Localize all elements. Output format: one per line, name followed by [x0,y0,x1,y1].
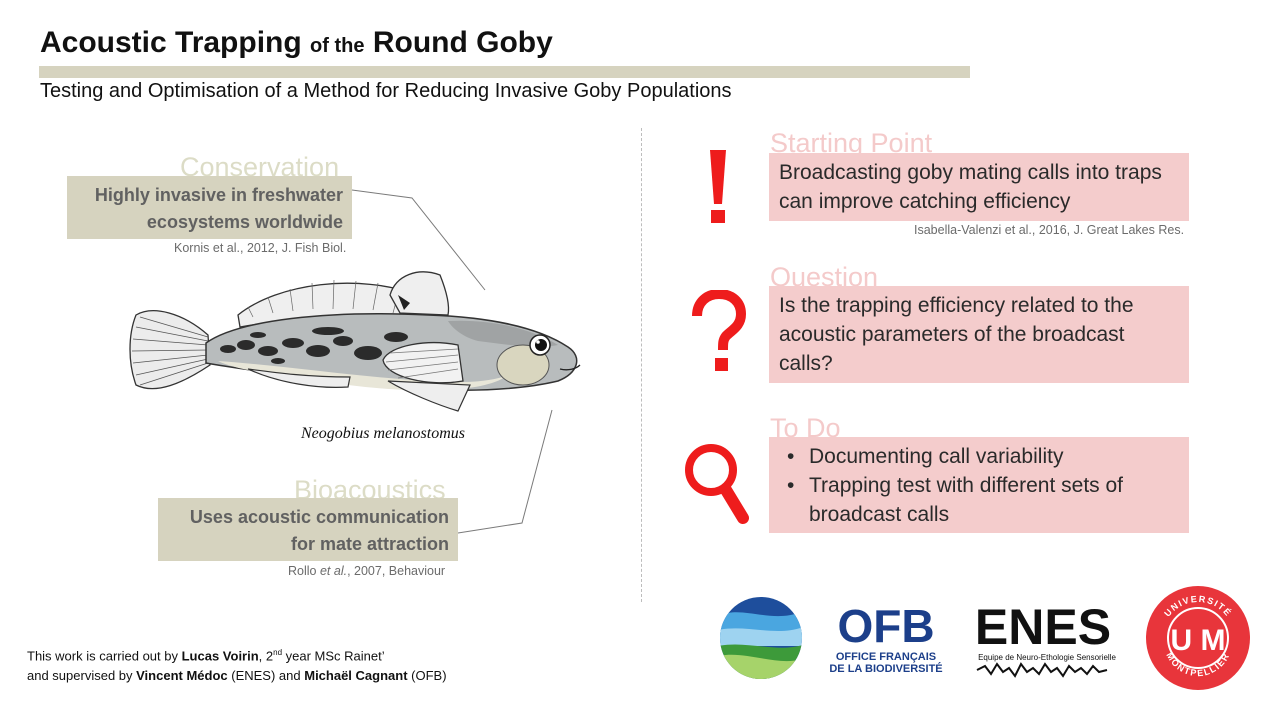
starting-point-line-2: can improve catching efficiency [779,190,1071,213]
bioacoustics-connector [457,409,553,534]
connector-lines [351,189,553,534]
enes-logo-main: ENES [975,599,1111,655]
question-line-3: calls? [779,352,833,375]
todo-box: Documenting call variability Trapping te… [769,437,1189,533]
question-line-2: acoustic parameters of the broadcast [779,323,1125,346]
universite-montpellier-logo: UNIVERSITÉ MONTPELLIER U M [1146,586,1250,690]
exclamation-icon [710,150,726,223]
todo-item: Trapping test with different sets of bro… [787,471,1179,529]
ofb-logo: OFB OFFICE FRANÇAIS DE LA BIODIVERSITÉ [829,600,942,675]
rainet-logo [720,597,802,679]
conservation-citation: Kornis et al., 2012, J. Fish Biol. [174,241,347,255]
ofb-logo-sub-1: OFFICE FRANÇAIS [836,651,936,663]
enes-logo: ENES Equipe de Neuro-Ethologie Sensoriel… [975,599,1116,678]
column-divider [641,128,642,602]
todo-item: Documenting call variability [787,442,1179,471]
bioacoustics-line-1: Uses acoustic communication [189,507,449,527]
starting-point-box: Broadcasting goby mating calls into trap… [769,153,1189,221]
todo-list: Documenting call variability Trapping te… [779,442,1179,529]
bioacoustics-line-2: for mate attraction [290,534,449,554]
magnifier-icon [685,444,749,524]
um-logo-letters: U M [1171,624,1226,657]
conservation-connector [351,189,486,291]
ofb-logo-sub-2: DE LA BIODIVERSITÉ [829,662,942,675]
question-box: Is the trapping efficiency related to th… [769,286,1189,383]
credits-line-2: and supervised by Vincent Médoc (ENES) a… [27,668,447,684]
starting-point-citation: Isabella-Valenzi et al., 2016, J. Great … [914,223,1185,237]
enes-logo-sub: Equipe de Neuro-Ethologie Sensorielle [978,653,1116,662]
conservation-line-1: Highly invasive in freshwater [94,185,343,205]
starting-point-line-1: Broadcasting goby mating calls into trap… [779,161,1162,184]
page-title: Acoustic Trapping of the Round Goby [40,26,553,59]
question-line-1: Is the trapping efficiency related to th… [779,294,1134,317]
page-subtitle: Testing and Optimisation of a Method for… [40,80,732,102]
title-underline-bar [39,66,970,78]
credits-line-1: This work is carried out by Lucas Voirin… [27,648,385,664]
question-icon [692,290,747,371]
ofb-logo-main: OFB [837,600,934,652]
bioacoustics-citation: Rollo et al., 2007, Behaviour [288,564,446,578]
bioacoustics-box: Uses acoustic communication for mate att… [158,498,458,561]
credits-footer: This work is carried out by Lucas Voirin… [27,643,447,686]
conservation-line-2: ecosystems worldwide [146,212,343,232]
round-goby-illustration [129,271,581,412]
conservation-box: Highly invasive in freshwater ecosystems… [67,176,352,239]
species-name: Neogobius melanostomus [301,425,465,442]
